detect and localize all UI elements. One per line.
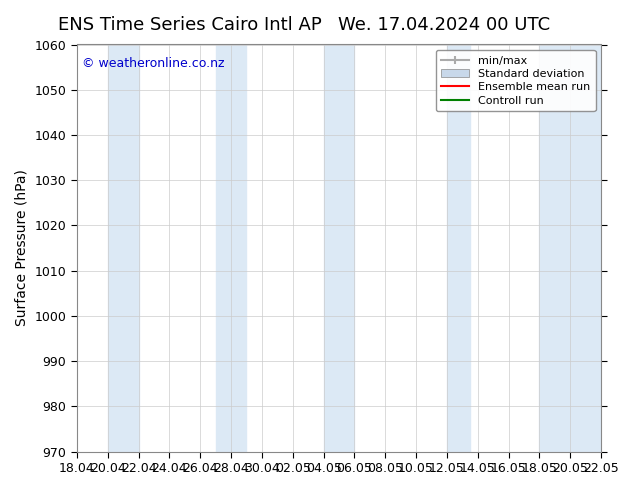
Bar xyxy=(216,45,247,452)
Legend: min/max, Standard deviation, Ensemble mean run, Controll run: min/max, Standard deviation, Ensemble me… xyxy=(436,50,595,111)
Y-axis label: Surface Pressure (hPa): Surface Pressure (hPa) xyxy=(15,170,29,326)
Bar xyxy=(108,45,138,452)
Text: © weatheronline.co.nz: © weatheronline.co.nz xyxy=(82,57,224,70)
Bar xyxy=(447,45,470,452)
Text: We. 17.04.2024 00 UTC: We. 17.04.2024 00 UTC xyxy=(338,16,550,34)
Bar xyxy=(323,45,354,452)
Text: ENS Time Series Cairo Intl AP: ENS Time Series Cairo Intl AP xyxy=(58,16,322,34)
Bar xyxy=(540,45,601,452)
